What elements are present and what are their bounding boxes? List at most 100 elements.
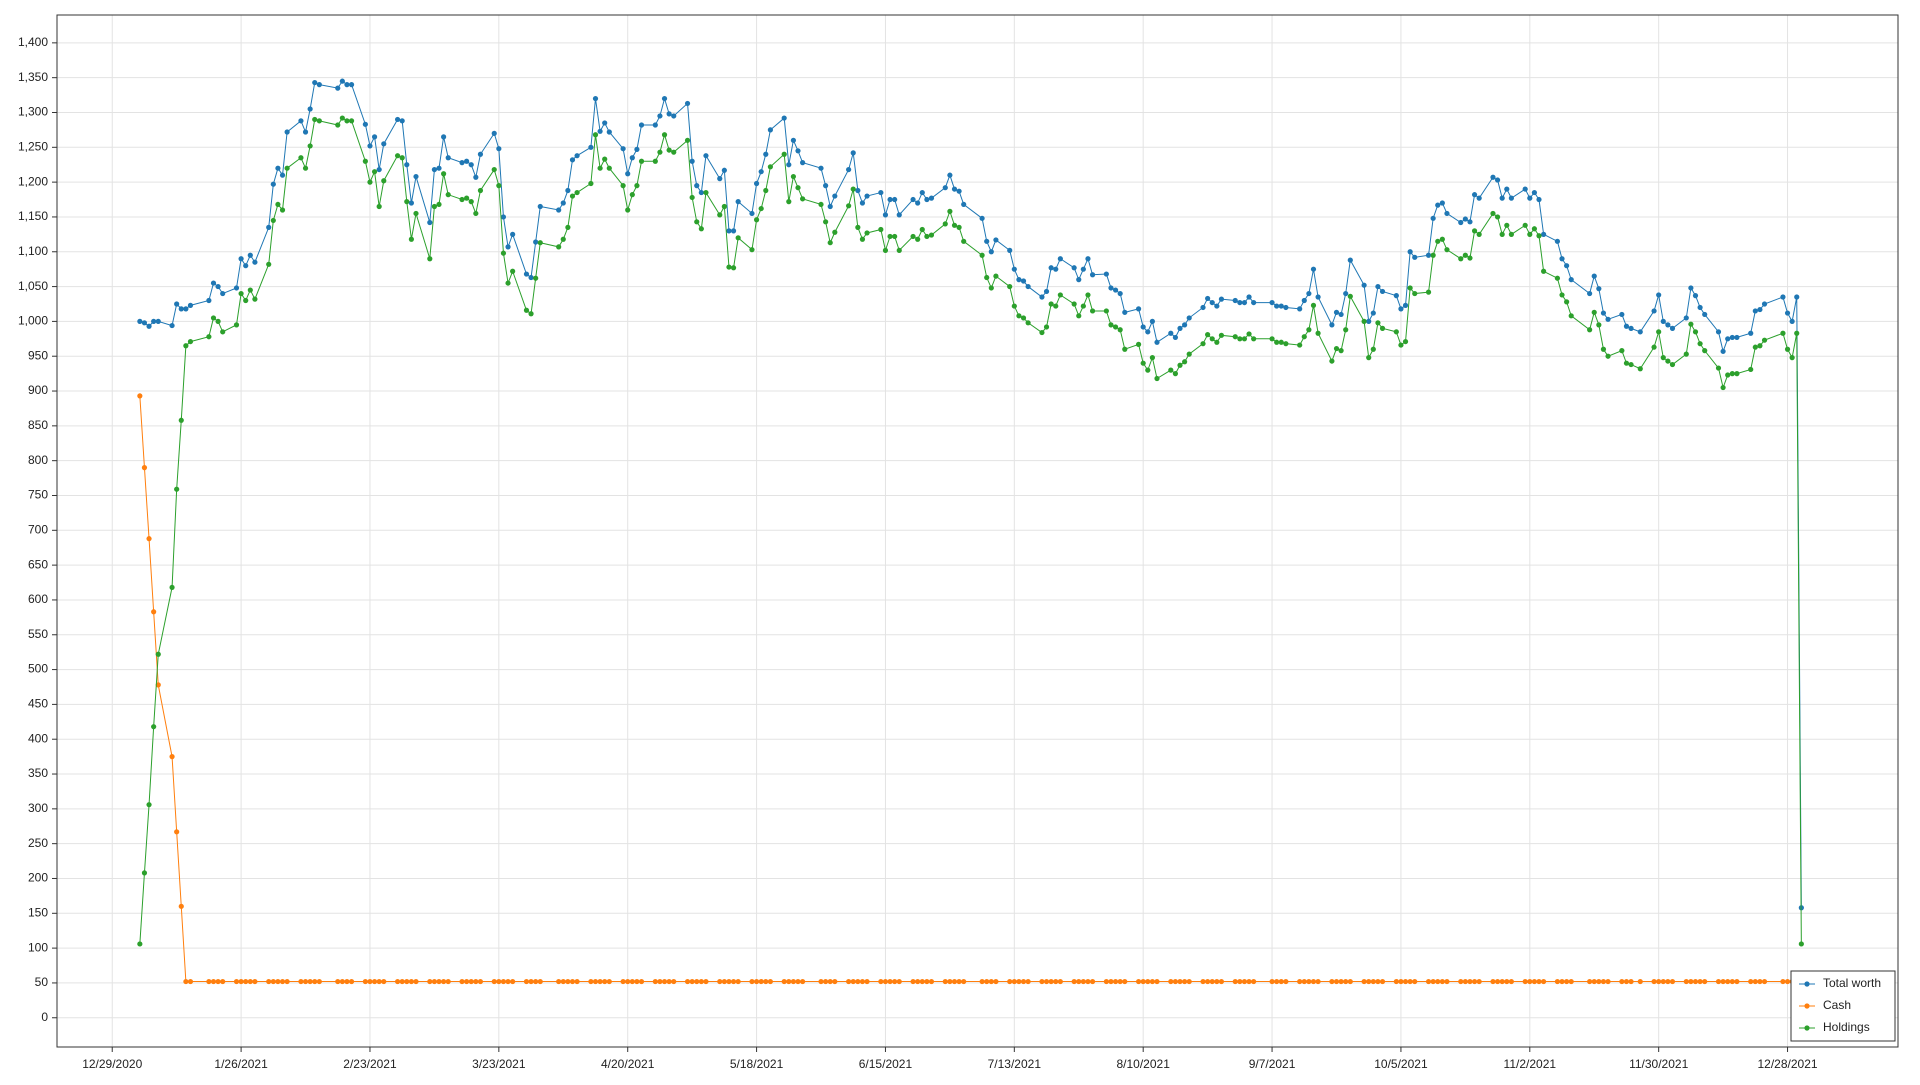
- data-point: [537, 240, 543, 246]
- data-point: [1725, 336, 1731, 342]
- data-point: [155, 682, 161, 688]
- data-point: [730, 978, 737, 985]
- data-point: [1499, 978, 1505, 985]
- data-point: [1117, 978, 1123, 985]
- y-tick-label: 1,300: [18, 105, 48, 119]
- data-point: [1692, 293, 1699, 299]
- data-point: [1020, 278, 1027, 284]
- data-point: [947, 208, 953, 214]
- data-point: [1112, 287, 1119, 293]
- data-point: [864, 230, 870, 236]
- data-point: [1343, 290, 1349, 297]
- data-point: [887, 196, 893, 203]
- data-point: [464, 195, 470, 201]
- data-point: [1274, 339, 1280, 345]
- data-point: [1347, 293, 1353, 299]
- data-point: [371, 169, 378, 175]
- data-point: [786, 162, 792, 168]
- data-point: [1274, 978, 1280, 985]
- data-point: [1020, 315, 1027, 321]
- data-point: [1660, 978, 1666, 985]
- data-point: [1651, 978, 1657, 985]
- data-point: [146, 536, 152, 542]
- data-point: [919, 226, 925, 233]
- data-point: [1122, 346, 1128, 352]
- data-point: [445, 192, 451, 198]
- data-point: [1039, 329, 1045, 336]
- data-point: [1103, 271, 1109, 277]
- data-point: [1048, 978, 1054, 985]
- data-point: [1398, 306, 1404, 312]
- data-point: [1508, 231, 1514, 237]
- data-point: [477, 187, 484, 194]
- data-point: [1554, 275, 1561, 281]
- data-point: [344, 978, 350, 985]
- data-point: [441, 171, 447, 177]
- data-point: [1794, 294, 1800, 300]
- data-point: [307, 143, 313, 149]
- data-point: [629, 978, 635, 985]
- data-point: [855, 187, 861, 194]
- data-point: [1301, 334, 1307, 340]
- data-point: [233, 322, 240, 328]
- data-point: [1048, 301, 1054, 307]
- data-point: [141, 465, 148, 471]
- data-point: [1725, 372, 1731, 378]
- data-point: [1370, 978, 1376, 985]
- data-point: [717, 978, 723, 985]
- data-point: [1605, 316, 1611, 322]
- y-tick-label: 850: [28, 418, 48, 432]
- data-point: [758, 169, 764, 175]
- data-point: [537, 978, 543, 985]
- data-point: [1692, 329, 1699, 335]
- data-point: [1748, 978, 1754, 985]
- data-point: [473, 174, 479, 180]
- data-point: [694, 183, 700, 189]
- data-point: [1669, 361, 1676, 368]
- data-point: [1269, 978, 1275, 985]
- data-point: [1186, 978, 1192, 985]
- data-point: [1278, 303, 1284, 309]
- data-point: [206, 297, 212, 304]
- data-point: [233, 978, 240, 985]
- data-point: [1172, 371, 1179, 377]
- data-point: [1688, 285, 1694, 291]
- data-point: [1237, 336, 1243, 342]
- x-tick-label: 12/29/2020: [82, 1057, 142, 1071]
- data-point: [790, 978, 797, 985]
- data-point: [362, 978, 368, 985]
- data-point: [1508, 195, 1514, 201]
- data-point: [1310, 302, 1317, 308]
- data-point: [1439, 978, 1445, 985]
- data-point: [1554, 238, 1561, 244]
- data-point: [1149, 978, 1155, 985]
- data-point: [1076, 277, 1082, 283]
- data-point: [1232, 334, 1238, 340]
- data-point: [1715, 365, 1722, 371]
- data-point: [1168, 978, 1174, 985]
- data-point: [924, 978, 930, 985]
- data-point: [141, 320, 148, 326]
- data-point: [413, 978, 419, 985]
- data-point: [510, 268, 516, 274]
- data-point: [634, 183, 640, 189]
- data-point: [735, 235, 741, 241]
- data-point: [266, 224, 272, 230]
- data-point: [749, 247, 755, 253]
- legend-swatch: [1804, 1025, 1810, 1031]
- data-point: [279, 978, 286, 985]
- data-point: [1752, 978, 1758, 985]
- data-point: [638, 978, 645, 985]
- data-point: [1656, 292, 1662, 298]
- data-point: [1172, 978, 1179, 985]
- data-point: [749, 210, 755, 217]
- data-point: [1761, 301, 1768, 307]
- data-point: [942, 185, 948, 191]
- data-point: [1462, 216, 1468, 222]
- data-point: [1214, 978, 1220, 985]
- data-point: [473, 978, 479, 985]
- data-point: [984, 978, 990, 985]
- y-tick-label: 200: [28, 871, 48, 885]
- data-point: [1697, 978, 1703, 985]
- data-point: [491, 130, 497, 136]
